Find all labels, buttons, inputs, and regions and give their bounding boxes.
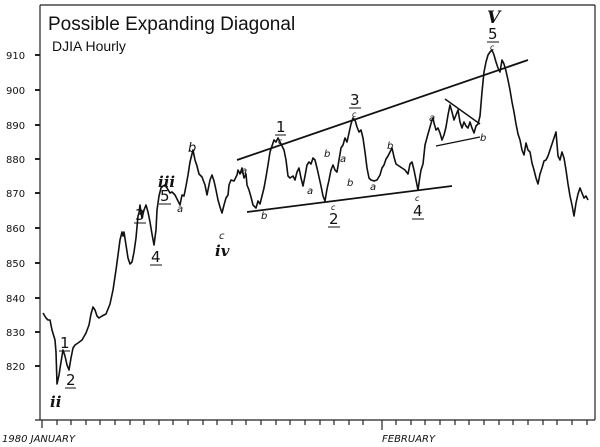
y-label-820: 820 (6, 362, 25, 373)
wave-label-b-diag0: b (261, 211, 267, 222)
wave-label-3-early: 3 (135, 206, 145, 224)
wave-label-a: a (177, 204, 183, 215)
y-label-880: 880 (6, 155, 25, 166)
wave-label-1-diagonal: 1 (276, 118, 286, 136)
y-label-860: 860 (6, 224, 25, 235)
wave-label-V: V (487, 8, 502, 28)
wave-label-c-2: c (331, 203, 336, 212)
y-label-850: 850 (6, 259, 25, 270)
wave-label-1-early: 1 (60, 334, 70, 352)
upper-diagonal-line (236, 59, 529, 161)
wave-label-2-diagonal: 2 (329, 210, 339, 228)
wave-label-a-4: a (429, 113, 435, 124)
chart-subtitle: DJIA Hourly (52, 38, 126, 54)
y-label-830: 830 (6, 328, 25, 339)
triangle-upper-line (444, 98, 481, 125)
wave-label-c-4: c (415, 194, 420, 203)
wave-label-3-diagonal: 3 (350, 91, 360, 109)
triangle-lower-line (435, 136, 481, 147)
wave-label-4-early: 4 (151, 248, 161, 266)
wave-label-5-diagonal: 5 (488, 25, 498, 43)
x-ticks (41, 420, 588, 430)
y-label-890: 890 (6, 121, 25, 132)
y-tick-labels: 910 900 890 880 870 860 850 840 830 820 (6, 51, 25, 373)
wave-label-c-3: c (352, 110, 357, 119)
x-label-february: FEBRUARY (382, 434, 436, 445)
x-label-january: 1980 JANUARY (2, 434, 76, 445)
wave-label-5-early: 5 (160, 187, 170, 205)
wave-label-a-1: a (307, 186, 313, 197)
wave-label-a-2: a (340, 154, 346, 165)
wave-label-c-5: c (490, 43, 495, 52)
y-label-900: 900 (6, 86, 25, 97)
wave-label-a-3: a (370, 182, 376, 193)
wave-label-b: b (188, 141, 196, 156)
wave-label-b-2: b (347, 178, 353, 189)
wave-label-iv: iv (215, 242, 230, 260)
y-ticks (35, 54, 40, 367)
wave-label-2-early: 2 (66, 371, 76, 389)
y-label-840: 840 (6, 294, 25, 305)
wave-label-b-3: b (387, 141, 393, 152)
y-label-910: 910 (6, 51, 25, 62)
wave-label-4-diagonal: 4 (413, 202, 423, 220)
wave-label-iii: iii (158, 173, 175, 191)
wave-label-b-4: b (480, 133, 486, 144)
wave-label-ii: ii (50, 393, 62, 411)
y-label-870: 870 (6, 189, 25, 200)
wave-label-b-1: b (324, 149, 330, 160)
wave-label-c-1: c (278, 137, 283, 146)
wave-label-c: c (219, 231, 225, 242)
wave-label-a-diag0: a (241, 166, 247, 177)
chart-title: Possible Expanding Diagonal (48, 14, 295, 35)
price-line (42, 49, 589, 385)
